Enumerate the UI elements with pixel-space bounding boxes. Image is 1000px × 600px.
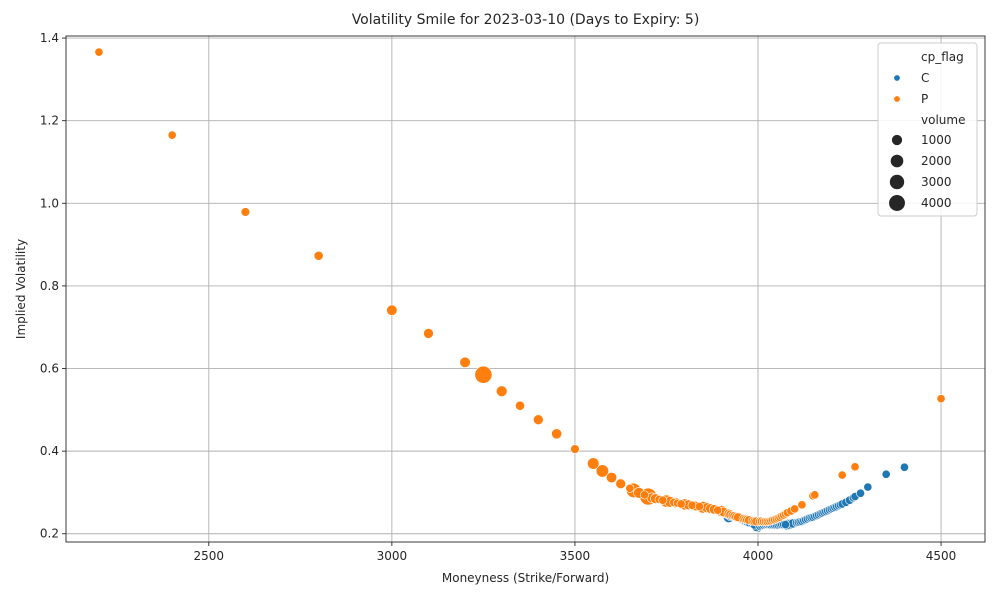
data-point-p: [240, 207, 251, 217]
legend-size-marker: [889, 174, 905, 190]
data-point-p: [625, 483, 635, 493]
x-tick-label: 3000: [377, 549, 408, 563]
legend-hue-title: cp_flag: [921, 50, 964, 64]
scatter-points: [94, 47, 946, 533]
grid: [66, 36, 985, 542]
x-tick-label: 2500: [194, 549, 225, 563]
legend-label-p: P: [921, 92, 928, 106]
data-point-p: [658, 495, 668, 505]
data-point-c: [881, 469, 891, 479]
data-point-p: [313, 250, 324, 261]
data-point-p: [495, 385, 508, 397]
legend-size-title: volume: [921, 113, 965, 127]
y-tick-label: 0.8: [40, 279, 59, 293]
x-tick-label: 4000: [743, 549, 774, 563]
data-point-p: [605, 471, 618, 484]
data-point-p: [694, 502, 704, 511]
data-point-p: [837, 470, 847, 480]
data-point-p: [423, 328, 434, 339]
legend-size-label: 1000: [921, 133, 952, 147]
data-point-c: [856, 488, 865, 498]
y-axis-label: Implied Volatility: [14, 239, 28, 339]
data-point-p: [167, 130, 177, 140]
legend-size-marker: [890, 154, 904, 168]
chart-title: Volatility Smile for 2023-03-10 (Days to…: [352, 12, 700, 28]
legend-label-c: C: [921, 71, 929, 85]
x-tick-label: 4500: [926, 549, 957, 563]
data-point-p: [570, 444, 580, 454]
data-point-p: [615, 478, 626, 490]
data-point-p: [640, 490, 649, 500]
data-point-p: [850, 462, 860, 472]
legend-size-marker: [891, 134, 903, 146]
y-tick-label: 0.4: [40, 444, 59, 458]
legend-marker-c: [893, 74, 901, 82]
y-tick-label: 1.0: [40, 196, 59, 210]
data-point-p: [936, 394, 946, 404]
x-tick-label: 3500: [560, 549, 591, 563]
legend-size-marker: [888, 194, 906, 212]
axis-ticks: 2500 3000 3500 4000 4500 0.2 0.4 0.6 0.8 1.0 1.2 1.…: [40, 31, 956, 563]
data-point-p: [386, 304, 398, 316]
data-point-c: [781, 520, 790, 530]
plot-frame: [65, 35, 986, 543]
data-point-p: [797, 500, 807, 510]
legend-marker-p: [893, 95, 901, 103]
y-tick-label: 1.2: [40, 114, 59, 128]
legend-size-label: 2000: [921, 154, 952, 168]
data-point-p: [810, 490, 820, 500]
legend-size-label: 3000: [921, 175, 952, 189]
data-point-p: [94, 47, 104, 57]
data-point-c: [899, 462, 909, 472]
data-point-p: [587, 457, 600, 470]
data-point-p: [515, 400, 525, 411]
data-point-p: [474, 365, 493, 384]
legend-size-label: 4000: [921, 196, 952, 210]
data-point-c: [863, 482, 873, 492]
data-point-p: [676, 499, 686, 509]
data-point-p: [533, 414, 544, 426]
data-point-p: [459, 356, 471, 368]
data-point-p: [595, 464, 609, 478]
data-point-p: [551, 428, 563, 440]
y-tick-label: 0.6: [40, 362, 59, 376]
data-point-p: [713, 505, 723, 515]
y-tick-label: 0.2: [40, 527, 59, 541]
legend-box: [877, 42, 978, 217]
data-point-p: [790, 504, 800, 514]
x-axis-label: Moneyness (Strike/Forward): [442, 571, 609, 585]
y-tick-label: 1.4: [40, 31, 59, 45]
data-point-p: [687, 500, 697, 510]
